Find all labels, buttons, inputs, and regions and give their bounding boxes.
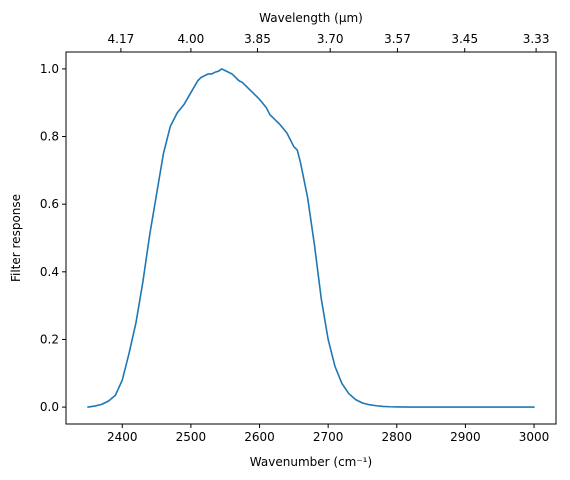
x-tick-label: 2500 [176, 430, 207, 444]
top-tick-label: 3.85 [244, 32, 271, 46]
top-tick-label: 3.33 [523, 32, 550, 46]
y-tick-label: 0.2 [40, 332, 59, 346]
y-axis-ticks: 0.0 0.2 0.4 0.6 0.8 1.0 [40, 62, 66, 414]
filter-response-line [87, 68, 535, 408]
y-tick-label: 0.8 [40, 130, 59, 144]
x-tick-label: 2800 [382, 430, 413, 444]
x-tick-label: 2600 [244, 430, 275, 444]
y-tick-label: 0.0 [40, 400, 59, 414]
x-tick-label: 2700 [313, 430, 344, 444]
x-tick-label: 2400 [107, 430, 138, 444]
y-tick-label: 1.0 [40, 62, 59, 76]
x-axis-label: Wavenumber (cm⁻¹) [250, 455, 372, 469]
top-tick-label: 3.45 [451, 32, 478, 46]
x-tick-label: 2900 [450, 430, 481, 444]
plot-frame [65, 51, 557, 425]
top-x-axis-ticks: 4.17 4.00 3.85 3.70 3.57 3.45 3.33 [108, 32, 550, 52]
top-tick-label: 3.70 [317, 32, 344, 46]
y-axis-label: Filter response [9, 194, 23, 282]
x-tick-label: 3000 [519, 430, 550, 444]
y-tick-label: 0.6 [40, 197, 59, 211]
top-tick-label: 4.00 [178, 32, 205, 46]
top-x-axis-label: Wavelength (μm) [259, 11, 363, 25]
plot-area [66, 52, 556, 424]
y-tick-label: 0.4 [40, 265, 59, 279]
top-tick-label: 4.17 [108, 32, 135, 46]
bottom-x-axis-ticks: 2400 2500 2600 2700 2800 2900 3000 [107, 424, 549, 444]
top-tick-label: 3.57 [384, 32, 411, 46]
